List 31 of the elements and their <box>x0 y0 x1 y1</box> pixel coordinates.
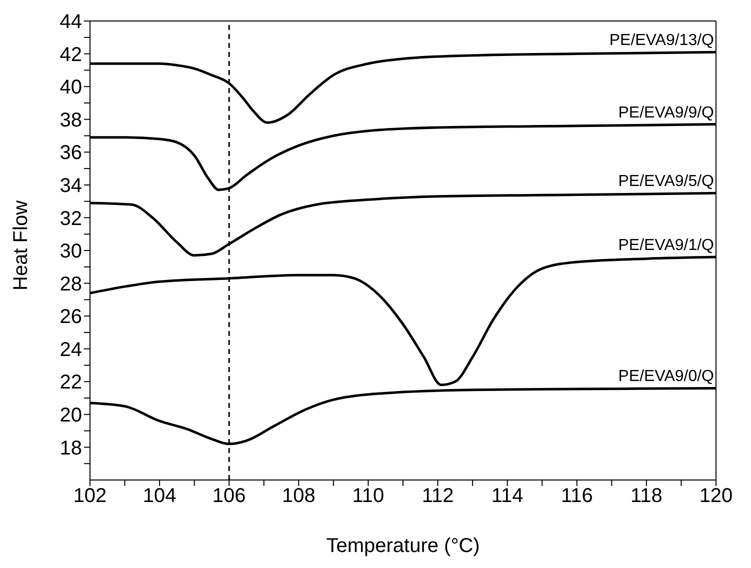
x-tick-label: 102 <box>73 485 107 508</box>
x-axis-title: Temperature (°C) <box>326 535 480 557</box>
x-tick-label: 118 <box>630 485 662 508</box>
y-tick-label: 40 <box>60 76 82 99</box>
x-tick-label: 108 <box>282 485 316 508</box>
series-label: PE/EVA9/5/Q <box>618 173 714 190</box>
x-tick-label: 116 <box>560 485 593 508</box>
y-tick-label: 42 <box>60 44 82 66</box>
y-tick-label: 34 <box>60 175 82 198</box>
y-tick-label: 18 <box>60 437 82 460</box>
y-tick-label: 32 <box>60 208 82 230</box>
series-label: PE/EVA9/9/Q <box>618 104 714 122</box>
x-tick-label: 112 <box>422 485 454 508</box>
series-label: PE/EVA9/13/Q <box>609 32 714 50</box>
y-tick-label: 30 <box>60 240 82 263</box>
x-tick-label: 104 <box>142 485 176 508</box>
x-tick-label: 114 <box>491 485 524 508</box>
y-tick-label: 22 <box>60 372 82 394</box>
x-tick-label: 110 <box>352 485 384 508</box>
y-tick-label: 36 <box>60 142 82 164</box>
y-tick-label: 28 <box>60 273 82 296</box>
x-tick-label: 120 <box>699 485 733 508</box>
series-label: PE/EVA9/1/Q <box>618 237 714 254</box>
y-axis-title: Heat Flow <box>10 200 32 290</box>
y-tick-label: 20 <box>60 404 82 427</box>
y-tick-label: 24 <box>60 338 82 361</box>
series-label: PE/EVA9/0/Q <box>618 368 714 386</box>
x-tick-label: 106 <box>212 485 246 508</box>
y-tick-label: 38 <box>60 109 82 132</box>
y-tick-label: 44 <box>60 11 82 34</box>
y-tick-label: 26 <box>60 306 82 328</box>
